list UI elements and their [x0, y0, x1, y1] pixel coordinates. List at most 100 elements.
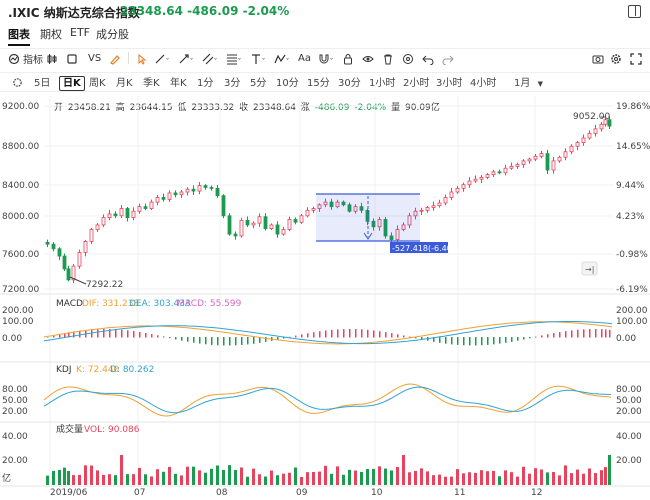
vertical-tool-button[interactable]: [250, 52, 268, 65]
period-yearly[interactable]: 年K: [170, 78, 187, 89]
volume-bar: [504, 470, 507, 485]
chevron-down-icon: [166, 57, 169, 60]
tab-constituents[interactable]: 成分股: [96, 28, 129, 41]
period-quarterly[interactable]: 季K: [143, 78, 160, 89]
macd-bar: [523, 337, 525, 340]
brush-tool-button[interactable]: [109, 52, 121, 65]
chart-settings-button[interactable]: [610, 52, 622, 65]
macd-bar: [445, 337, 447, 344]
volume-bar: [492, 470, 495, 485]
macd-bar: [331, 329, 333, 338]
volume-bar: [58, 469, 61, 485]
candle-body: [359, 206, 364, 211]
ray-tool-button[interactable]: [178, 52, 196, 65]
volume-bar: [162, 471, 165, 485]
macd-bar: [535, 336, 537, 338]
period-1min[interactable]: 1分: [197, 78, 214, 89]
hide-drawings-button[interactable]: [362, 52, 374, 65]
macd-bar: [595, 329, 597, 338]
volume-label: 量: [391, 103, 401, 113]
cursor-tool-button[interactable]: [136, 52, 148, 65]
macd-bar: [475, 337, 477, 346]
volume-bar: [564, 465, 567, 485]
text-tool-button[interactable]: Aa: [298, 52, 311, 65]
layout-button[interactable]: [66, 52, 78, 65]
period-2h[interactable]: 2小时: [403, 78, 430, 89]
macd-bar: [529, 337, 531, 339]
volume-bar: [522, 466, 525, 485]
trendline-tool-button[interactable]: [154, 52, 172, 65]
gear-icon: [611, 53, 621, 64]
period-3h[interactable]: 3小时: [436, 78, 463, 89]
candle-body: [479, 176, 484, 180]
stock-chart[interactable]: -527.418(-6.40%) 9052.00 7292.22 →| 9200…: [0, 96, 650, 500]
price-tick: 9200.00: [2, 102, 39, 112]
ray-icon: [179, 53, 189, 63]
candle-body: [275, 224, 280, 235]
delete-drawings-button[interactable]: [382, 52, 394, 65]
range-measure[interactable]: -527.418(-6.40%): [316, 193, 463, 253]
candle-body: [257, 216, 262, 224]
period-15min[interactable]: 15分: [307, 78, 330, 89]
sidebar-toggle-icon[interactable]: [628, 5, 641, 18]
macd-bar: [295, 335, 297, 338]
candle-style-button[interactable]: [46, 52, 58, 65]
tab-options[interactable]: 期权: [40, 28, 62, 41]
volume-bar: [552, 472, 555, 485]
candle-body: [83, 241, 88, 253]
lock-tool-button[interactable]: [342, 52, 354, 65]
macd-dif: DIF: 331.233: [82, 299, 139, 309]
candle-body: [125, 208, 130, 219]
period-1m-dropdown[interactable]: 1月 ▼: [514, 76, 543, 91]
macd-bar: [577, 329, 579, 338]
indicators-button[interactable]: 指标: [8, 52, 43, 66]
period-3min[interactable]: 3分: [224, 78, 241, 89]
compare-button[interactable]: VS: [88, 52, 101, 65]
period-4h[interactable]: 4小时: [470, 78, 497, 89]
volume-bar: [222, 469, 225, 485]
macd-bar: [301, 334, 303, 338]
period-settings-icon[interactable]: [12, 77, 23, 88]
period-monthly[interactable]: 月K: [116, 78, 133, 89]
period-5d[interactable]: 5日: [34, 78, 51, 89]
magnet-tool-button[interactable]: [318, 52, 336, 65]
fib-tool-button[interactable]: [226, 52, 244, 65]
undo-button[interactable]: [422, 52, 434, 65]
low-label: 低: [177, 103, 187, 113]
macd-bar: [457, 337, 459, 345]
jump-latest-button[interactable]: [581, 261, 598, 276]
drawing-toolbar: 指标 VS Aa: [0, 48, 650, 66]
settings-drawings-button[interactable]: [402, 52, 414, 65]
indicator-tick: 40.00: [616, 432, 642, 442]
tab-etf[interactable]: ETF: [70, 26, 90, 39]
pct-tick: 19.86%: [616, 102, 650, 112]
tab-chart[interactable]: 图表: [8, 26, 30, 46]
fullscreen-button[interactable]: [630, 52, 642, 65]
volume-value: 90.09亿: [405, 103, 440, 113]
macd-bar: [47, 337, 49, 338]
macd-bar: [115, 329, 117, 338]
period-5min[interactable]: 5分: [250, 78, 267, 89]
candle-body: [587, 133, 592, 139]
candle-body: [383, 219, 388, 237]
candle-body: [563, 151, 568, 158]
indicator-tick: 0.00: [616, 334, 636, 344]
indicator-tick: 20.00: [616, 407, 642, 417]
period-weekly[interactable]: 周K: [89, 78, 106, 89]
period-30min[interactable]: 30分: [338, 78, 361, 89]
period-1h[interactable]: 1小时: [369, 78, 396, 89]
period-10min[interactable]: 10分: [276, 78, 299, 89]
period-daily[interactable]: 日K: [59, 76, 85, 91]
indicator-tick: 200.00: [616, 306, 648, 316]
macd-bar: [481, 337, 483, 346]
redo-button[interactable]: [442, 52, 454, 65]
volume-bar: [67, 471, 70, 485]
screenshot-button[interactable]: [592, 52, 604, 65]
channel-tool-button[interactable]: [202, 52, 220, 65]
macd-bar: [409, 336, 411, 338]
volume-bar: [480, 470, 483, 485]
macd-bar: [64, 333, 66, 338]
pattern-tool-button[interactable]: [274, 52, 292, 65]
volume-bar: [63, 467, 66, 485]
